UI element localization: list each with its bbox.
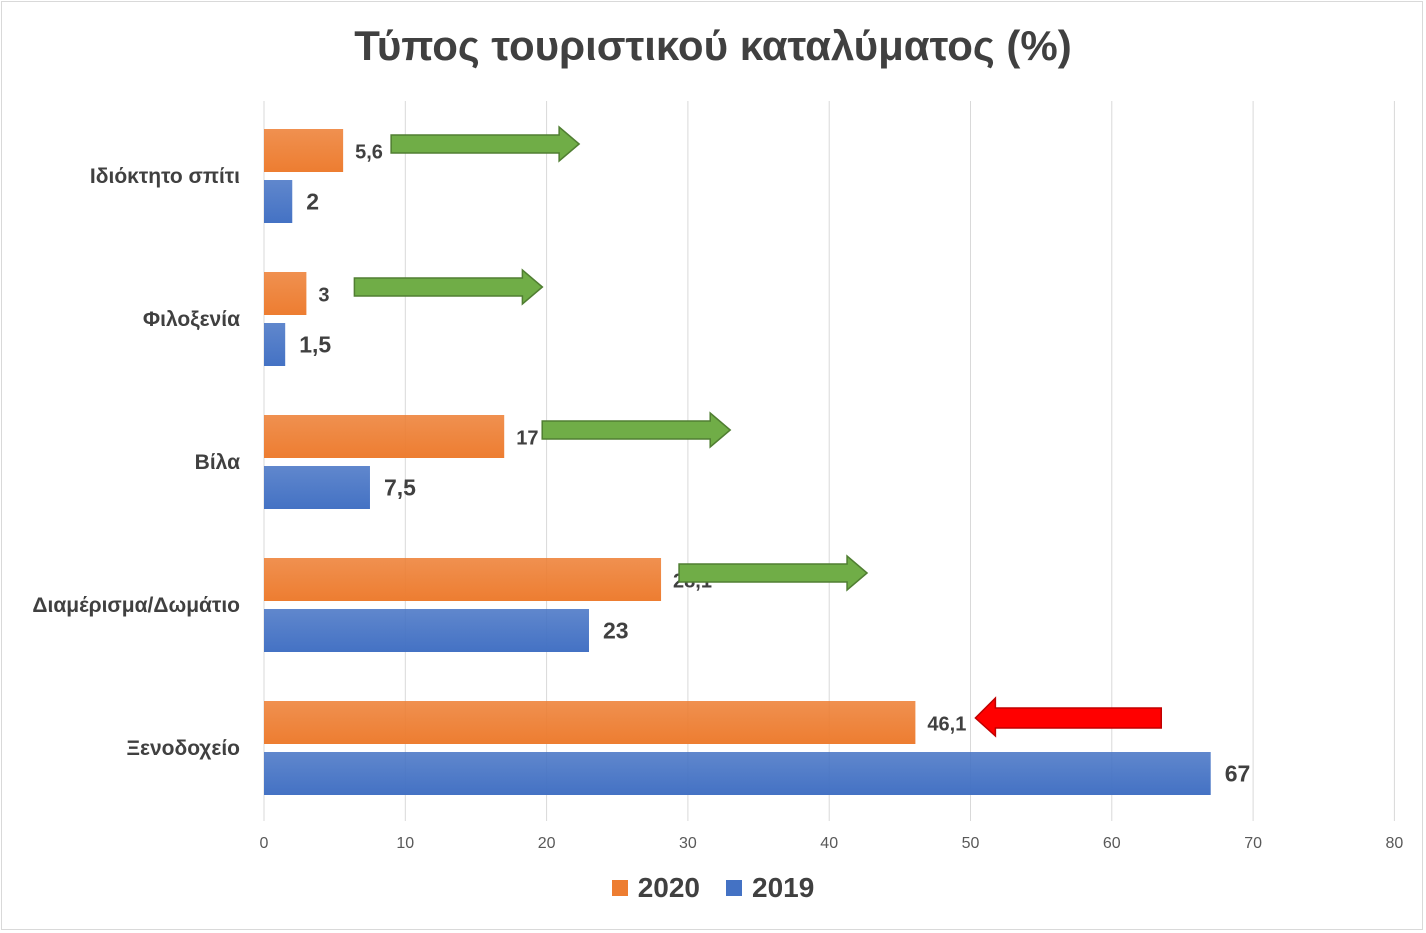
category-label: Φιλοξενία [143,308,240,331]
x-tick-label: 70 [1244,835,1262,852]
bar-2019 [264,466,370,509]
data-label-2020: 3 [318,285,329,307]
x-tick-label: 30 [679,835,697,852]
data-label-2019: 23 [603,618,629,644]
legend-item-2019: 2019 [726,872,814,904]
decrease-arrow-icon [974,696,1163,738]
data-label-2020: 46,1 [927,714,966,736]
x-tick-label: 40 [820,835,838,852]
bar-2019 [264,752,1211,795]
data-label-2019: 67 [1225,761,1251,787]
x-tick-label: 20 [538,835,556,852]
bar-2020 [264,129,344,172]
x-tick-label: 50 [962,835,980,852]
data-label-2019: 7,5 [384,475,416,501]
data-label-2020: 17 [516,428,538,450]
x-tick-label: 0 [260,835,269,852]
bar-2020 [264,415,505,458]
legend-label-2020: 2020 [637,872,700,903]
bar-2019 [264,180,293,223]
x-tick-label: 60 [1103,835,1121,852]
legend-swatch-2020 [611,880,628,896]
data-label-2019: 2 [306,189,319,215]
data-label-2020: 5,6 [355,142,383,164]
bar-2020 [264,558,662,601]
increase-arrow-icon [678,554,869,592]
increase-arrow-icon [390,125,581,163]
data-label-2019: 1,5 [299,332,331,358]
chart-title: Τύπος τουριστικού καταλύματος (%) [354,22,1072,69]
category-label: Ξενοδοχείο [126,737,240,760]
bar-2019 [264,323,286,366]
bar-2020 [264,701,916,744]
bar-2019 [264,609,589,652]
category-label: Διαμέρισμα/Δωμάτιο [32,594,240,617]
x-tick-label: 10 [396,835,414,852]
legend-item-2020: 2020 [611,872,700,904]
category-label: Ιδιόκτητο σπίτι [90,165,240,188]
legend-swatch-2019 [726,880,742,896]
legend: 2020 2019 [0,872,1426,904]
x-tick-label: 80 [1386,835,1404,852]
legend-label-2019: 2019 [752,872,815,903]
increase-arrow-icon [353,268,544,306]
category-label: Βίλα [195,451,240,474]
bar-2020 [264,272,307,315]
increase-arrow-icon [541,411,732,449]
